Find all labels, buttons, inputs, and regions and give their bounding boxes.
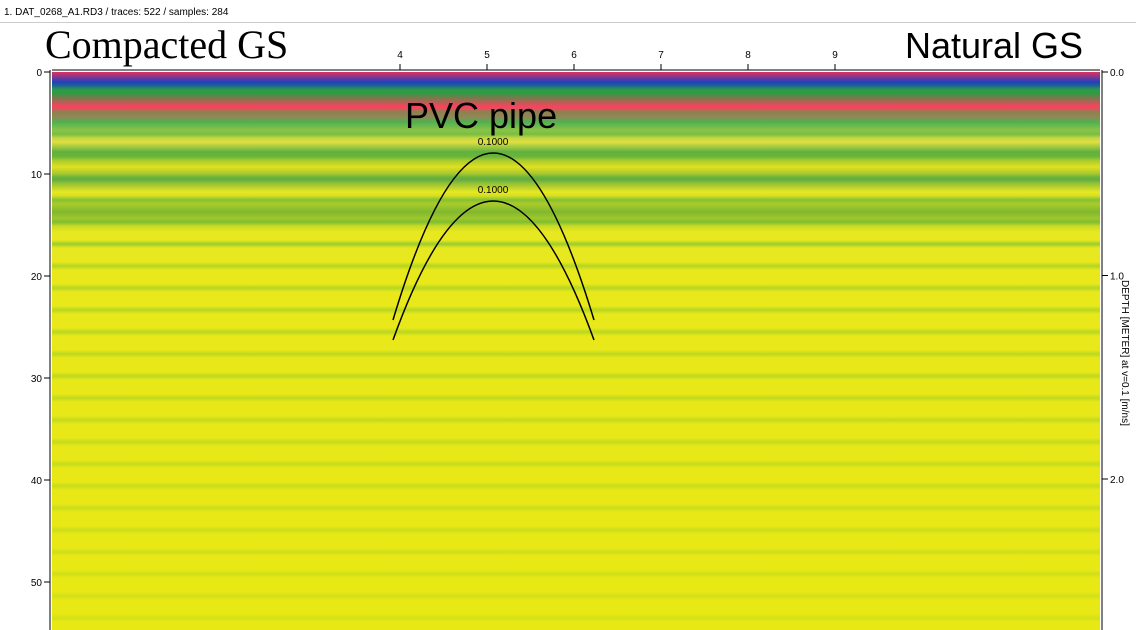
left-tick-label: 30: [31, 374, 43, 385]
hyperbola: [392, 152, 595, 321]
left-tick-label: 10: [31, 170, 43, 181]
top-tick-label: 6: [571, 50, 577, 61]
left-tick-label: 50: [31, 578, 43, 589]
left-tick-label: 0: [36, 68, 42, 79]
right-tick-label: 2.0: [1110, 475, 1124, 486]
top-tick-label: 8: [745, 50, 751, 61]
top-tick-label: 4: [397, 50, 403, 61]
top-tick-label: 9: [832, 50, 838, 61]
top-tick-label: 7: [658, 50, 664, 61]
right-tick-label: 1.0: [1110, 272, 1124, 283]
window-title: 1. DAT_0268_A1.RD3 / traces: 522 / sampl…: [4, 7, 229, 18]
hyperbola: [392, 200, 595, 341]
radargram-fade: [52, 260, 1100, 630]
annotation: PVC pipe: [405, 95, 557, 136]
axis-label: DEPTH [METER] at v=0.1 [m/ns]: [1119, 280, 1130, 426]
annotation: Compacted GS: [45, 22, 288, 67]
left-tick-label: 20: [31, 272, 43, 283]
top-tick-label: 5: [484, 50, 490, 61]
title-bar: 1. DAT_0268_A1.RD3 / traces: 522 / sampl…: [0, 0, 1136, 23]
annotation: Natural GS: [905, 25, 1083, 66]
right-tick-label: 0.0: [1110, 68, 1124, 79]
hyperbola-label: 0.1000: [478, 137, 509, 148]
left-tick-label: 40: [31, 476, 43, 487]
hyperbola-label: 0.1000: [478, 185, 509, 196]
